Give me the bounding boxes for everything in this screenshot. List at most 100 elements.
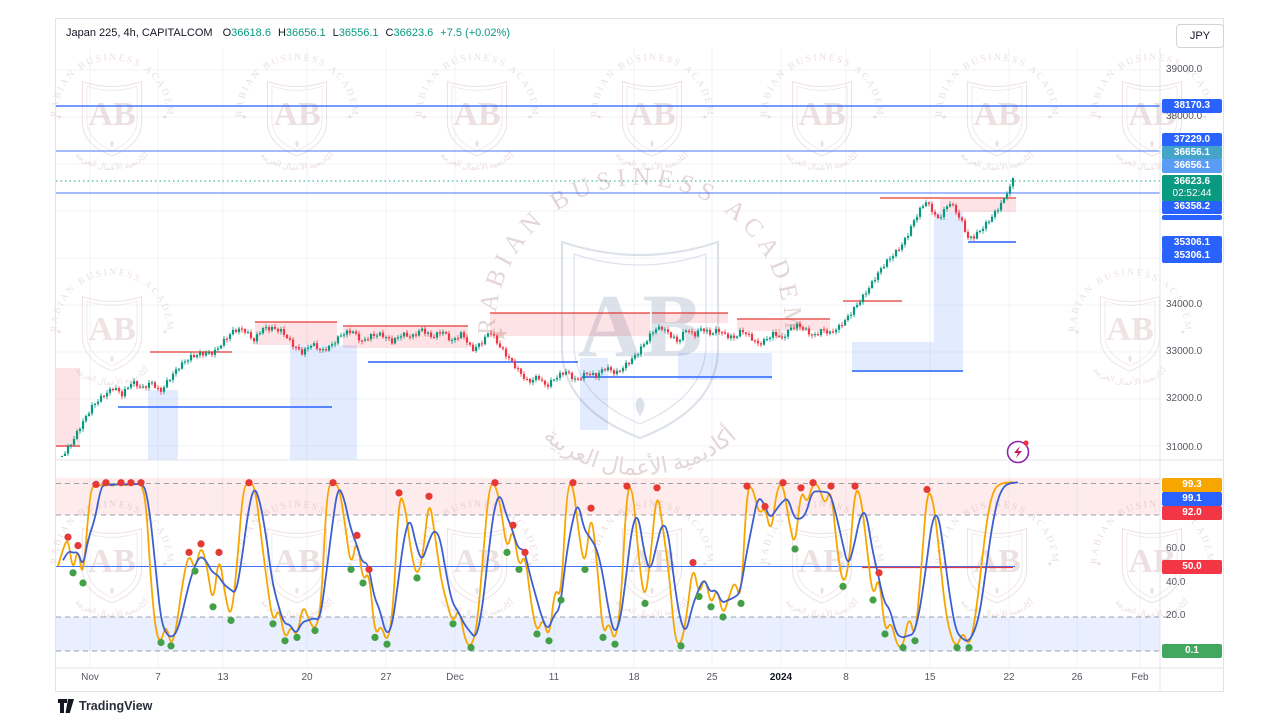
svg-text:★: ★ (162, 328, 168, 336)
svg-text:★: ★ (347, 113, 353, 121)
svg-text:★: ★ (241, 113, 247, 121)
svg-text:★: ★ (241, 560, 247, 568)
price-level-label: 37229.0 (1162, 133, 1222, 147)
svg-text:★: ★ (347, 560, 353, 568)
candles (60, 177, 1015, 457)
svg-text:AB: AB (273, 543, 320, 580)
svg-text:★: ★ (766, 113, 772, 121)
tradingview-logo-text: TradingView (79, 699, 153, 713)
svg-text:★: ★ (162, 113, 168, 121)
osc-value-label: 99.3 (1162, 478, 1222, 492)
time-tick-Nov: Nov (81, 672, 99, 683)
svg-text:★: ★ (1202, 113, 1208, 121)
ohlc-O: O36618.6 (222, 27, 271, 39)
svg-text:AB: AB (88, 543, 135, 580)
svg-text:★: ★ (1074, 328, 1080, 336)
svg-text:★: ★ (1047, 560, 1053, 568)
chart-widget-frame (55, 18, 1224, 692)
svg-text:★: ★ (1180, 328, 1186, 336)
svg-text:AB: AB (578, 277, 703, 376)
time-tick-7: 7 (155, 672, 161, 683)
flash-alert-icon[interactable] (1006, 440, 1030, 464)
stoch-d-line (62, 481, 1019, 642)
time-tick-22: 22 (1003, 672, 1015, 683)
osc-value-label: 99.1 (1162, 492, 1222, 506)
svg-text:★: ★ (527, 113, 533, 121)
osc-value-label: 50.0 (1162, 560, 1222, 574)
ohlc-L: L36556.1 (332, 27, 379, 39)
svg-text:AB: AB (88, 311, 135, 348)
time-tick-25: 25 (706, 672, 718, 683)
svg-text:★: ★ (596, 113, 602, 121)
price-tick: 34000.0 (1166, 299, 1203, 310)
price-level-label: 36358.2 (1162, 200, 1222, 214)
osc-value-label: 92.0 (1162, 506, 1222, 520)
time-tick-18: 18 (628, 672, 640, 683)
supply-demand-zones (55, 197, 1016, 460)
price-level-label: 35306.1 (1162, 236, 1222, 250)
stoch-k-line (57, 481, 1014, 648)
tradingview-logo-icon (58, 699, 74, 713)
price-level-label: 38170.3 (1162, 99, 1222, 113)
current-price-label: 36623.6 02:52:44 (1162, 175, 1222, 201)
osc-tick: 60.0 (1166, 543, 1186, 554)
svg-text:★: ★ (56, 113, 62, 121)
price-tick: 33000.0 (1166, 346, 1203, 357)
osc-tick: 40.0 (1166, 577, 1186, 588)
svg-text:AB: AB (453, 96, 500, 133)
time-tick-Feb: Feb (1131, 672, 1149, 683)
svg-text:★: ★ (941, 560, 947, 568)
time-tick-26: 26 (1071, 672, 1083, 683)
time-tick-8: 8 (843, 672, 849, 683)
price-level-label: 35306.1 (1162, 249, 1222, 263)
price-level-label: 36656.1 (1162, 146, 1222, 160)
svg-text:★: ★ (421, 113, 427, 121)
time-tick-15: 15 (924, 672, 936, 683)
svg-text:★: ★ (596, 560, 602, 568)
svg-text:★: ★ (766, 560, 772, 568)
svg-text:AB: AB (628, 96, 675, 133)
osc-value-label: 0.1 (1162, 644, 1222, 658)
change-value: +7.5 (+0.02%) (440, 27, 510, 39)
tradingview-attribution[interactable]: TradingView (58, 699, 152, 713)
price-tick: 31000.0 (1166, 442, 1203, 453)
svg-text:AB: AB (798, 96, 845, 133)
price-tick: 39000.0 (1166, 64, 1203, 75)
price-level-label: 36656.1 (1162, 159, 1222, 173)
osc-tick: 20.0 (1166, 610, 1186, 621)
svg-text:AB: AB (453, 543, 500, 580)
svg-text:★: ★ (872, 113, 878, 121)
time-tick-20: 20 (301, 672, 313, 683)
time-tick-Dec: Dec (446, 672, 464, 683)
svg-text:★: ★ (162, 560, 168, 568)
svg-text:★: ★ (1047, 113, 1053, 121)
time-tick-2024: 2024 (769, 672, 793, 683)
stochastic-pane (56, 478, 1168, 652)
pane-separators (56, 48, 1223, 690)
svg-text:★: ★ (702, 113, 708, 121)
svg-text:★: ★ (527, 560, 533, 568)
ohlc-C: C36623.6 (385, 27, 434, 39)
price-tick: 38000.0 (1166, 111, 1203, 122)
symbol-title: Japan 225, 4h, CAPITALCOM (66, 27, 213, 39)
svg-text:AB: AB (1106, 311, 1153, 348)
svg-text:★: ★ (1096, 560, 1102, 568)
price-level-label-clipped (1162, 215, 1222, 220)
svg-text:AB: AB (973, 96, 1020, 133)
svg-text:AB: AB (88, 96, 135, 133)
price-level-lines (56, 105, 1160, 194)
svg-text:★: ★ (56, 328, 62, 336)
svg-text:★: ★ (1096, 113, 1102, 121)
time-tick-13: 13 (217, 672, 229, 683)
time-tick-27: 27 (380, 672, 392, 683)
currency-button[interactable]: JPY (1176, 24, 1224, 48)
svg-text:AB: AB (273, 96, 320, 133)
ohlc-H: H36656.1 (277, 27, 326, 39)
svg-text:★: ★ (941, 113, 947, 121)
price-tick: 32000.0 (1166, 393, 1203, 404)
svg-text:★: ★ (421, 560, 427, 568)
svg-text:★: ★ (702, 560, 708, 568)
time-tick-11: 11 (548, 672, 560, 683)
